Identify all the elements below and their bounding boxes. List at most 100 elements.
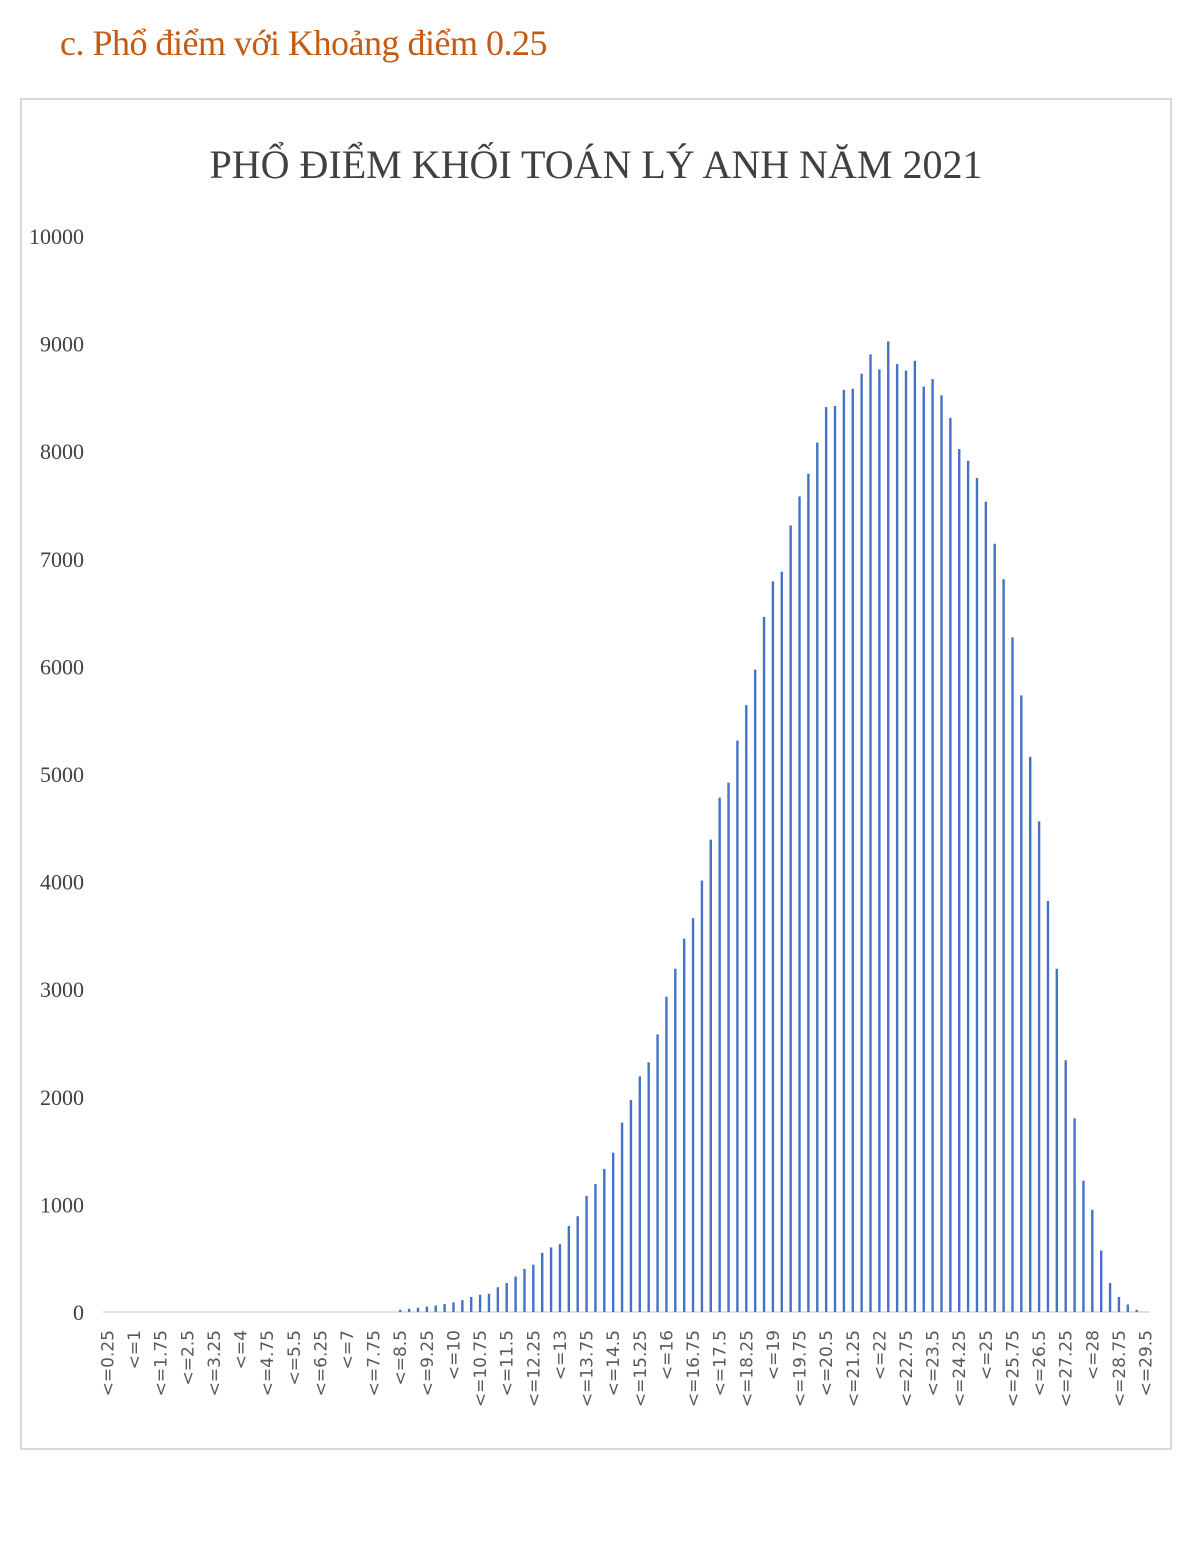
y-tick-label: 7000 <box>40 547 84 572</box>
x-axis-ticks: <=0.25 <=1 <=1.75 <=2.5 <=3.25 <=4 <=4.75 <=5.5… <box>98 1330 1156 1407</box>
bar <box>780 571 783 1312</box>
bar <box>514 1276 517 1312</box>
bar <box>399 1309 402 1312</box>
bar <box>984 501 988 1312</box>
bar <box>629 1100 633 1312</box>
bar <box>1073 1118 1076 1312</box>
bar <box>487 1293 491 1312</box>
bar <box>753 669 757 1312</box>
bar <box>523 1268 526 1312</box>
bar <box>691 918 695 1312</box>
bar <box>895 364 899 1312</box>
bar <box>665 996 668 1312</box>
bars <box>399 341 1138 1313</box>
x-tick-label: <=14.5 <box>604 1330 624 1396</box>
bar <box>576 1216 579 1312</box>
bar <box>1011 637 1014 1312</box>
bar <box>798 496 801 1312</box>
bar <box>1037 821 1041 1312</box>
x-tick-label: <=20.5 <box>817 1330 837 1396</box>
bar <box>931 379 934 1312</box>
bar <box>922 386 925 1312</box>
bar <box>789 525 792 1312</box>
bar <box>1117 1296 1121 1312</box>
x-tick-label: <=13.75 <box>578 1330 598 1407</box>
bar <box>993 543 996 1312</box>
bar <box>558 1244 562 1312</box>
y-tick-label: 2000 <box>40 1085 84 1110</box>
bar <box>958 449 961 1312</box>
x-tick-label: <=2.5 <box>178 1330 198 1386</box>
bar <box>940 395 943 1312</box>
y-tick-label: 1000 <box>40 1192 84 1217</box>
x-tick-label: <=1.75 <box>152 1330 172 1396</box>
bar <box>869 354 872 1312</box>
x-tick-label: <=19.75 <box>791 1330 811 1407</box>
bar <box>611 1152 615 1312</box>
y-tick-label: 3000 <box>40 977 84 1002</box>
y-tick-label: 4000 <box>40 870 84 895</box>
bar <box>549 1247 553 1312</box>
bar <box>1055 968 1059 1312</box>
bar <box>913 360 917 1312</box>
bar <box>700 880 704 1312</box>
bar <box>1002 579 1005 1312</box>
bar <box>1029 756 1032 1312</box>
bar <box>1082 1180 1085 1312</box>
x-tick-label: <=7.75 <box>365 1330 385 1396</box>
bar <box>975 478 979 1313</box>
x-tick-label: <=29.5 <box>1137 1330 1157 1396</box>
x-tick-label: <=3.25 <box>205 1330 225 1396</box>
x-tick-label: <=22 <box>870 1330 890 1380</box>
x-tick-label: <=9.25 <box>418 1330 438 1396</box>
x-tick-label: <=24.25 <box>950 1330 970 1407</box>
x-tick-label: <=10 <box>444 1330 464 1380</box>
x-tick-label: <=1 <box>125 1330 145 1369</box>
bar <box>443 1303 446 1312</box>
bar <box>594 1183 597 1312</box>
bar <box>842 389 846 1312</box>
bar <box>656 1034 659 1312</box>
y-tick-label: 9000 <box>40 332 84 357</box>
bar <box>851 388 854 1312</box>
bar <box>603 1168 606 1312</box>
bar <box>736 740 739 1312</box>
x-tick-label: <=0.25 <box>98 1330 118 1396</box>
bar <box>1091 1209 1094 1312</box>
x-tick-label: <=12.25 <box>524 1330 544 1407</box>
bar <box>807 473 810 1312</box>
bar <box>1064 1060 1067 1312</box>
bar <box>682 938 686 1312</box>
y-tick-label: 6000 <box>40 654 84 679</box>
bar <box>532 1264 535 1312</box>
bar <box>407 1308 411 1312</box>
bar <box>585 1195 588 1312</box>
section-heading: c. Phổ điểm với Khoảng điểm 0.25 <box>60 23 547 63</box>
x-tick-label: <=4.75 <box>258 1330 278 1396</box>
bar <box>966 460 970 1312</box>
x-tick-label: <=15.25 <box>631 1330 651 1407</box>
bar <box>824 407 828 1313</box>
y-axis-ticks: 0 1000 2000 3000 4000 5000 6000 7000 8000 9000 100… <box>29 224 84 1325</box>
x-tick-label: <=27.25 <box>1057 1330 1077 1407</box>
x-tick-label: <=8.5 <box>391 1330 411 1386</box>
x-tick-label: <=22.75 <box>897 1330 917 1407</box>
x-tick-label: <=18.25 <box>737 1330 757 1407</box>
bar <box>478 1294 482 1312</box>
bar <box>718 797 721 1312</box>
bar <box>496 1287 500 1312</box>
bar <box>949 417 952 1313</box>
bar <box>771 581 775 1312</box>
bar <box>461 1300 464 1312</box>
bar <box>1126 1304 1130 1312</box>
bar <box>434 1305 437 1312</box>
x-tick-label: <=4 <box>232 1330 252 1369</box>
x-tick-label: <=28 <box>1083 1330 1103 1380</box>
bar <box>887 341 890 1312</box>
bar <box>745 705 748 1312</box>
chart-title: PHỔ ĐIỂM KHỐI TOÁN LÝ ANH NĂM 2021 <box>210 142 983 187</box>
x-tick-label: <=13 <box>551 1330 571 1380</box>
bar <box>470 1296 473 1312</box>
y-tick-label: 8000 <box>40 439 84 464</box>
